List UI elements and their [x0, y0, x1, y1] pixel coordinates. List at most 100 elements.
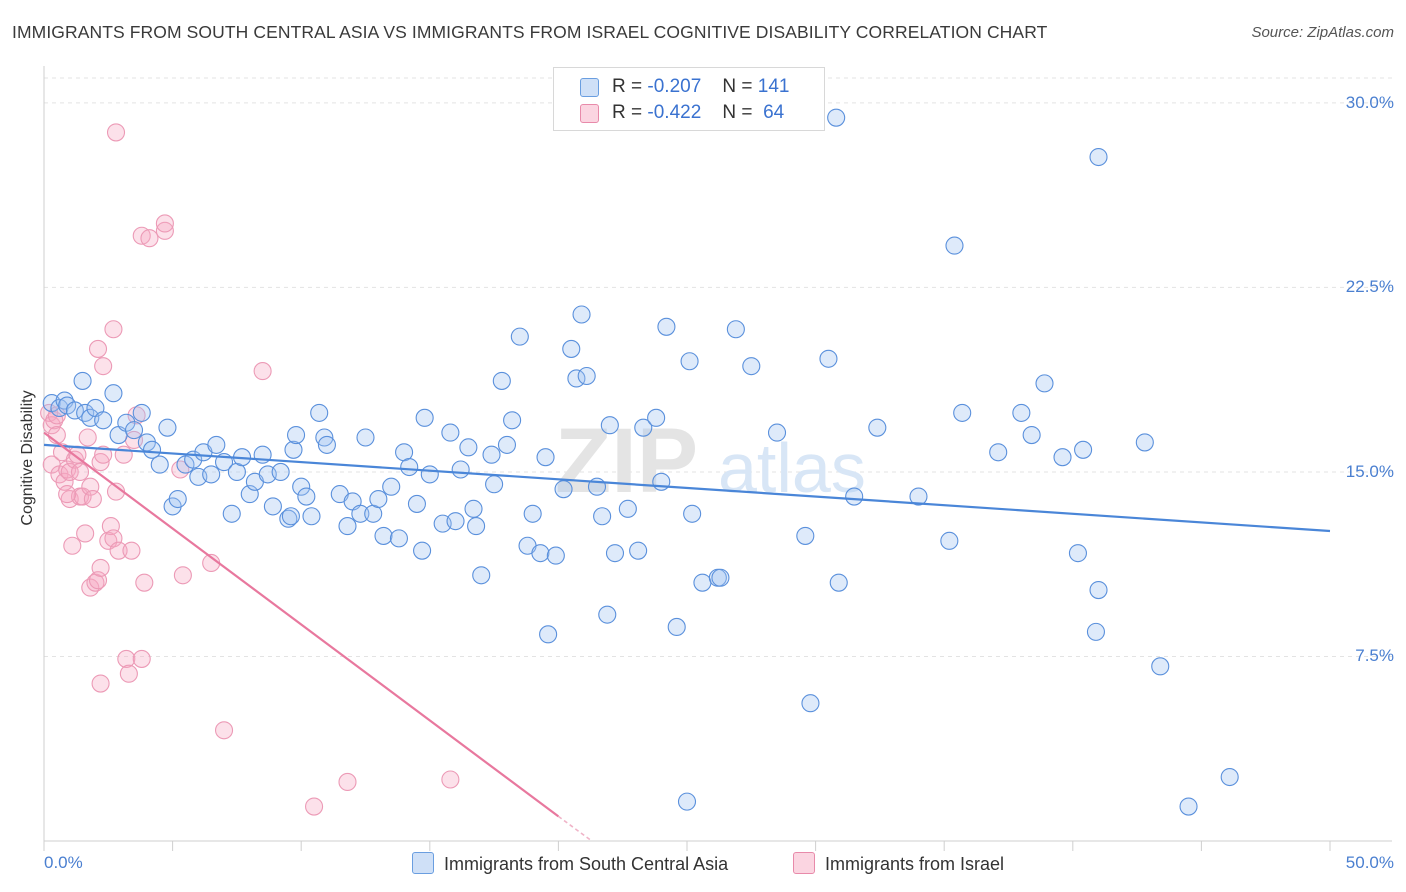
- source-label: Source: ZipAtlas.com: [1251, 24, 1394, 41]
- south-central-asia-point: [202, 465, 221, 484]
- south-central-asia-point: [711, 568, 730, 587]
- south-central-asia-point: [451, 460, 470, 479]
- israel-point: [171, 460, 190, 479]
- trend-line-south-central-asia: [43, 443, 1331, 533]
- south-central-asia-point: [73, 371, 92, 390]
- legend-r-value: -0.207: [647, 76, 702, 97]
- south-central-asia-point: [536, 448, 555, 467]
- israel-point: [127, 406, 146, 425]
- israel-point: [338, 772, 357, 792]
- south-central-asia-point: [657, 317, 676, 336]
- south-central-asia-point: [683, 504, 702, 523]
- south-central-asia-point: [297, 487, 316, 506]
- south-central-asia-point: [554, 480, 573, 499]
- israel-point: [63, 536, 82, 555]
- south-central-asia-point: [315, 428, 334, 447]
- south-central-asia-point: [1074, 440, 1093, 459]
- south-central-asia-point: [1151, 657, 1170, 676]
- israel-point: [42, 416, 61, 435]
- israel-point: [76, 524, 95, 543]
- israel-point: [88, 339, 108, 358]
- trend-line-israel-extension: [557, 815, 593, 842]
- south-central-asia-point: [600, 416, 619, 435]
- legend-swatch-pink: [793, 852, 815, 874]
- legend-r-value: -0.422: [647, 102, 702, 123]
- south-central-asia-point: [618, 499, 637, 518]
- south-central-asia-point: [472, 566, 491, 585]
- south-central-asia-point: [76, 403, 95, 422]
- israel-point: [122, 541, 141, 560]
- south-central-asia-point: [492, 371, 511, 390]
- south-central-asia-point: [482, 445, 501, 464]
- south-central-asia-point: [829, 573, 848, 592]
- y-tick-label: 15.0%: [1345, 461, 1394, 481]
- south-central-asia-point: [510, 327, 529, 346]
- south-central-asia-point: [523, 504, 542, 523]
- israel-point: [91, 558, 110, 577]
- south-central-asia-point: [464, 499, 483, 518]
- y-tick-label: 30.0%: [1345, 92, 1394, 112]
- south-central-asia-point: [497, 435, 517, 454]
- south-central-asia-point: [222, 504, 241, 523]
- chart-title: IMMIGRANTS FROM SOUTH CENTRAL ASIA VS IM…: [12, 22, 1048, 42]
- israel-point: [173, 566, 192, 585]
- legend-r-label: R =: [612, 102, 643, 123]
- south-central-asia-point: [652, 472, 671, 491]
- legend-n-value: 141: [757, 76, 790, 97]
- south-central-asia-point: [287, 425, 306, 445]
- south-central-asia-point: [945, 236, 964, 255]
- south-central-asia-point: [1068, 544, 1087, 563]
- south-central-asia-point: [302, 507, 321, 526]
- south-central-asia-point: [292, 477, 311, 496]
- south-central-asia-point: [420, 465, 439, 484]
- legend-swatch-pink: [580, 104, 599, 123]
- israel-point: [253, 362, 272, 381]
- south-central-asia-point: [562, 339, 581, 358]
- south-central-asia-point: [1086, 622, 1105, 641]
- south-central-asia-point: [845, 487, 864, 506]
- south-central-asia-point: [279, 509, 298, 528]
- south-central-asia-point: [953, 403, 972, 422]
- south-central-asia-point: [400, 457, 419, 477]
- south-central-asia-point: [598, 605, 617, 624]
- south-central-asia-point: [263, 497, 282, 516]
- south-central-asia-point: [207, 435, 226, 454]
- y-tick-label: 22.5%: [1345, 277, 1394, 297]
- south-central-asia-point: [629, 541, 648, 560]
- israel-point: [132, 649, 151, 668]
- israel-point: [119, 664, 138, 683]
- south-central-asia-point: [459, 438, 478, 457]
- israel-point: [58, 485, 77, 504]
- south-central-asia-point: [1022, 425, 1041, 445]
- south-central-asia-point: [1179, 797, 1198, 816]
- south-central-asia-point: [647, 408, 666, 427]
- south-central-asia-point: [742, 357, 761, 376]
- legend-swatch-blue: [412, 852, 434, 874]
- legend-n-label: N =: [722, 102, 753, 123]
- south-central-asia-point: [338, 517, 357, 536]
- bottom-legend-south-central-asia: Immigrants from South Central Asia: [412, 852, 728, 875]
- south-central-asia-point: [413, 541, 432, 560]
- israel-point: [106, 123, 126, 142]
- x-tick-label-min: 0.0%: [44, 853, 83, 872]
- israel-point: [70, 462, 90, 482]
- israel-point: [135, 573, 154, 592]
- trend-lines: [43, 431, 1331, 842]
- south-central-asia-point: [132, 403, 151, 422]
- israel-point: [109, 541, 128, 560]
- south-central-asia-point: [124, 421, 144, 440]
- south-central-asia-point: [726, 320, 745, 339]
- israel-point: [78, 428, 97, 447]
- south-central-asia-point: [796, 526, 815, 545]
- south-central-asia-point: [158, 418, 177, 437]
- south-central-asia-point: [1012, 403, 1031, 422]
- south-central-asia-point: [467, 517, 486, 536]
- south-central-asia-point: [284, 440, 303, 459]
- israel-point: [104, 320, 123, 339]
- legend-label: Immigrants from South Central Asia: [444, 854, 729, 874]
- south-central-asia-point: [351, 504, 370, 523]
- legend-label: Immigrants from Israel: [825, 854, 1005, 874]
- legend-r-label: R =: [612, 76, 643, 97]
- south-central-asia-point: [605, 544, 625, 563]
- south-central-asia-point: [94, 411, 113, 430]
